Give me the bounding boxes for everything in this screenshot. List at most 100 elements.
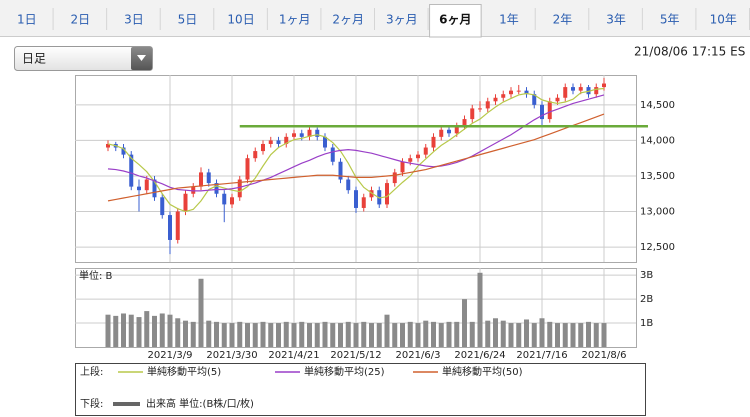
candle-body [563, 87, 568, 98]
tab-label[interactable]: 1ヶ月 [279, 13, 311, 27]
plot-layer: 2021/3/9 2021/3/30 2021/4/21 2021/5/12 2021/… [75, 75, 675, 410]
y-tick-label: 14,500 [640, 100, 675, 111]
tab-label[interactable]: 10日 [227, 13, 254, 27]
volume-bar [283, 321, 289, 347]
candle-body [315, 129, 320, 137]
volume-bar [221, 323, 227, 347]
candle-body [361, 197, 366, 208]
volume-bar [446, 321, 452, 347]
volume-bar [159, 313, 165, 347]
tab-label[interactable]: 5年 [660, 13, 680, 27]
candle-body [261, 143, 265, 152]
x-tick-label: 2021/3/9 [148, 350, 193, 361]
volume-bar [307, 323, 312, 347]
volume-bar [353, 323, 359, 347]
candle-body [268, 140, 273, 144]
candle-body [284, 136, 289, 144]
y-tick-label: 14,000 [640, 135, 675, 146]
y-tick-label: 13,500 [640, 171, 675, 182]
candle-body [354, 190, 358, 208]
volume-bar [562, 323, 568, 347]
candle-body [586, 87, 591, 95]
volume-bar [345, 321, 351, 347]
tab-label[interactable]: 5日 [178, 13, 198, 27]
candle-body [501, 94, 506, 98]
dropdown-text: 日足 [22, 52, 46, 66]
legend-text: 単純移動平均(5) [147, 365, 221, 378]
volume-bar [361, 321, 367, 347]
x-tick-label: 2021/3/30 [206, 350, 257, 361]
volume-bar [299, 321, 305, 347]
volume-bar [214, 321, 219, 347]
volume-bar [462, 299, 467, 347]
volume-bar [555, 323, 560, 347]
candle-body [160, 197, 165, 216]
volume-bar [314, 323, 320, 347]
candle-body [206, 172, 211, 184]
x-tick-label: 2021/5/12 [330, 350, 381, 361]
candle-body [392, 172, 397, 184]
candle-body [276, 140, 281, 144]
candle-body [175, 211, 180, 240]
volume-bar [539, 318, 545, 347]
volume-bar [121, 313, 126, 347]
candle-body [602, 83, 606, 88]
candle-body [485, 101, 490, 109]
volume-bar [431, 321, 436, 347]
x-tick-label: 2021/6/24 [454, 350, 505, 361]
volume-bar [128, 314, 134, 347]
tab-selected[interactable] [429, 4, 482, 38]
volume-bar [245, 323, 250, 347]
candle-body [555, 97, 560, 102]
volume-bar [268, 323, 274, 347]
volume-bar [384, 314, 390, 347]
volume-bar [152, 315, 157, 347]
volume-bar [105, 314, 111, 347]
y-tick-label: 12,500 [640, 242, 675, 253]
volume-bar [493, 318, 498, 347]
candle-body [571, 87, 575, 91]
candle-body [540, 104, 544, 120]
dropdown-arrow [137, 55, 146, 61]
tab-label[interactable]: 10年 [710, 13, 737, 27]
volume-bar [477, 272, 483, 347]
candle-body [199, 172, 203, 187]
volume-bar [183, 320, 188, 347]
candle-body [439, 129, 444, 137]
candle-body [152, 179, 157, 198]
tab-label[interactable]: 3日 [124, 13, 144, 27]
tab-label[interactable]: 1日 [17, 13, 37, 27]
legend-text: 出来高 単位:(B株/口/枚) [146, 397, 254, 410]
dropdown[interactable] [14, 46, 153, 71]
volume-bar [376, 323, 382, 347]
tab-label[interactable]: 1年 [499, 13, 519, 27]
candle-body [454, 126, 459, 134]
candle-body [299, 133, 304, 137]
volume-bar [400, 323, 405, 347]
tab-label[interactable]: 2ヶ月 [332, 13, 364, 27]
volume-bar [276, 323, 281, 347]
volume-bar [508, 323, 514, 347]
tab-label[interactable]: 3年 [606, 13, 626, 27]
tab-label[interactable]: 2年 [553, 13, 573, 27]
volume-bar [291, 323, 297, 347]
legend-text: 単純移動平均(50) [442, 365, 523, 378]
volume-bar [198, 278, 204, 347]
tab-label[interactable]: 6ヶ月 [439, 13, 471, 27]
tab-label[interactable]: 2日 [71, 13, 91, 27]
tab-label[interactable]: 3ヶ月 [386, 13, 418, 27]
candle-body [222, 193, 227, 205]
candle-body [237, 179, 242, 198]
candle-body [330, 147, 335, 162]
volume-bar [485, 320, 491, 347]
x-tick-label: 2021/8/6 [582, 350, 627, 361]
x-tick-label: 2021/7/16 [516, 350, 567, 361]
volume-bar [586, 321, 591, 347]
candle-body [191, 186, 196, 194]
volume-bar [415, 323, 421, 347]
candle-body [400, 161, 405, 173]
candle-body [509, 90, 513, 95]
volume-bar [144, 311, 150, 347]
